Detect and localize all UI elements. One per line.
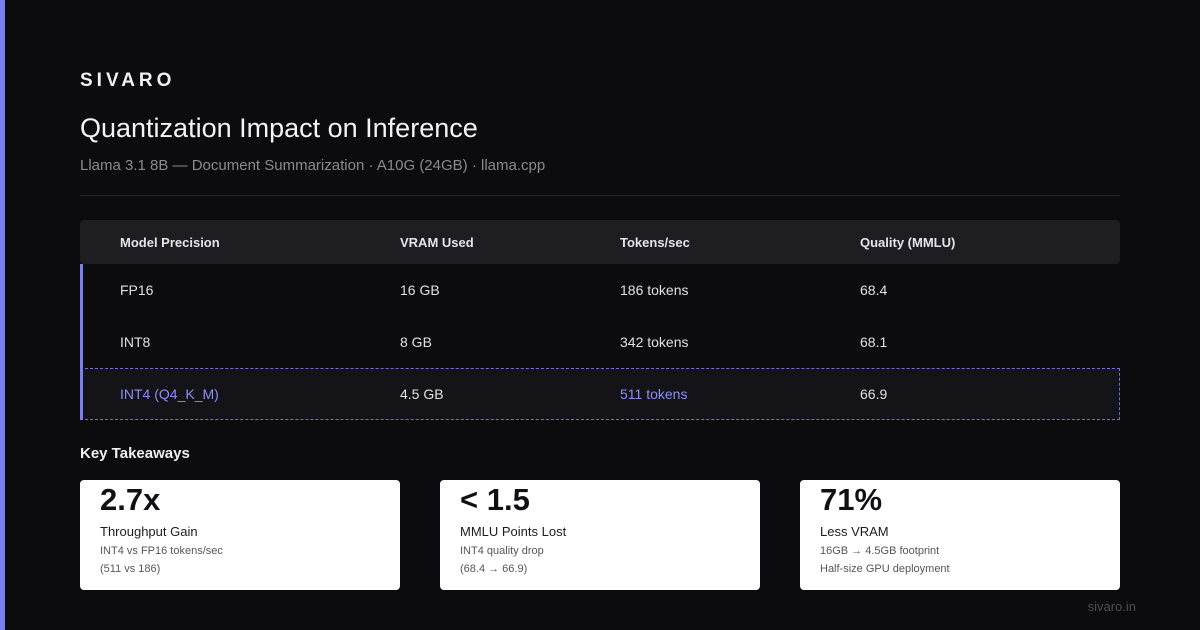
cell-precision: FP16 xyxy=(120,282,154,298)
cell-vram: 16 GB xyxy=(400,282,440,298)
cell-vram: 8 GB xyxy=(400,334,432,350)
card-detail: INT4 vs FP16 tokens/sec xyxy=(100,545,223,557)
cell-precision: INT4 (Q4_K_M) xyxy=(120,386,219,402)
cell-precision: INT8 xyxy=(120,334,151,350)
header-precision: Model Precision xyxy=(120,235,220,250)
header-tokens: Tokens/sec xyxy=(620,235,690,250)
takeaway-card-mmlu: < 1.5 MMLU Points Lost INT4 quality drop… xyxy=(440,480,760,590)
card-detail: Half-size GPU deployment xyxy=(820,563,950,575)
cell-quality: 66.9 xyxy=(860,386,888,402)
table-row-highlighted: INT4 (Q4_K_M) 4.5 GB 511 tokens 66.9 xyxy=(80,368,1120,420)
header-vram: VRAM Used xyxy=(400,235,474,250)
takeaway-card-throughput: 2.7x Throughput Gain INT4 vs FP16 tokens… xyxy=(80,480,400,590)
cell-tokens: 186 tokens xyxy=(620,282,689,298)
cell-vram: 4.5 GB xyxy=(400,386,444,402)
card-detail: 16GB → 4.5GB footprint xyxy=(820,545,940,557)
cell-tokens: 342 tokens xyxy=(620,334,689,350)
takeaway-card-vram: 71% Less VRAM 16GB → 4.5GB footprint Hal… xyxy=(800,480,1120,590)
accent-bar xyxy=(0,0,5,630)
card-label: MMLU Points Lost xyxy=(460,524,567,539)
divider xyxy=(80,195,1120,196)
header-quality: Quality (MMLU) xyxy=(860,235,956,250)
table-row: FP16 16 GB 186 tokens 68.4 xyxy=(80,264,1120,316)
card-detail: INT4 quality drop xyxy=(460,545,544,557)
card-detail: (68.4 → 66.9) xyxy=(460,563,528,575)
takeaways-title: Key Takeaways xyxy=(80,445,190,462)
card-value: 71% xyxy=(820,482,883,517)
brand-logo: SIVARO xyxy=(80,70,176,91)
quantization-table: Model Precision VRAM Used Tokens/sec Qua… xyxy=(80,220,1120,420)
card-value: 2.7x xyxy=(100,482,161,517)
card-value: < 1.5 xyxy=(460,482,530,517)
cell-quality: 68.4 xyxy=(860,282,888,298)
table-header: Model Precision VRAM Used Tokens/sec Qua… xyxy=(80,220,1120,264)
card-label: Less VRAM xyxy=(820,524,889,539)
footer-url[interactable]: sivaro.in xyxy=(1087,599,1136,614)
cell-quality: 68.1 xyxy=(860,334,888,350)
table-row: INT8 8 GB 342 tokens 68.1 xyxy=(80,316,1120,368)
card-label: Throughput Gain xyxy=(100,524,198,539)
cell-tokens: 511 tokens xyxy=(620,386,688,402)
page-subtitle: Llama 3.1 8B — Document Summarization · … xyxy=(80,157,546,174)
card-detail: (511 vs 186) xyxy=(100,563,161,575)
page-title: Quantization Impact on Inference xyxy=(80,113,478,143)
